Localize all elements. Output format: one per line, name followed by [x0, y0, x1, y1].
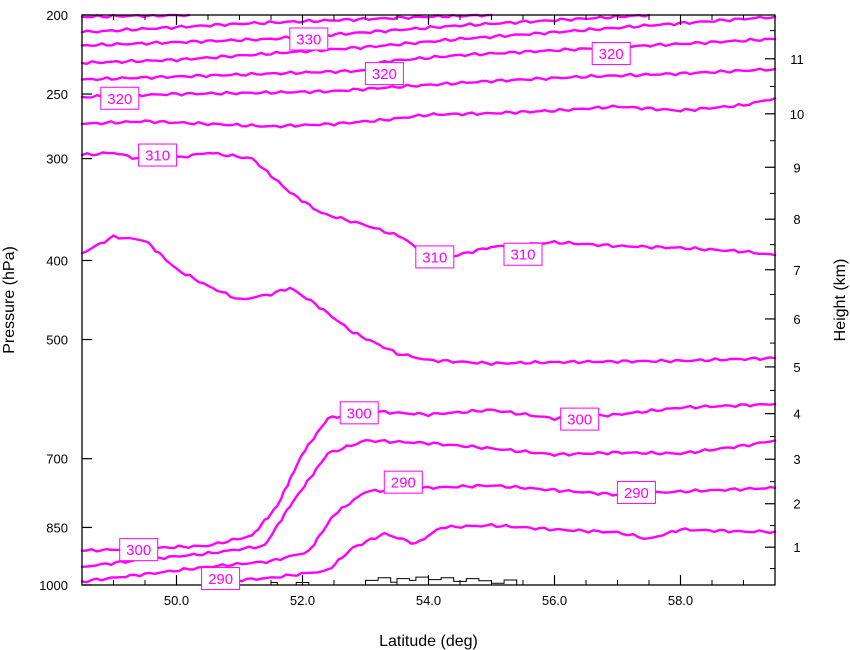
contour-line — [80, 15, 777, 65]
contour-label: 290 — [201, 567, 241, 591]
contour-label-box — [119, 538, 159, 562]
contour-label-text: 300 — [347, 405, 372, 422]
contour-line — [80, 67, 777, 99]
pressure-tick-label: 1000 — [39, 578, 68, 593]
contour-line — [80, 151, 777, 260]
contour-label: 300 — [560, 407, 600, 431]
contour-label: 310 — [503, 242, 543, 266]
contour-label-box — [289, 27, 329, 51]
contour-label-box — [415, 245, 455, 269]
x-tick-label: 52.0 — [290, 593, 315, 608]
contour-label-text: 330 — [296, 31, 321, 48]
pressure-tick-label: 850 — [46, 520, 68, 535]
axis-ticks: 50.0 52.0 54.0 56.0 58.0 1000 850 700 500 400 300 2… — [39, 8, 804, 608]
contour-labels: 330 320 320 320 310 310 310 300 300 290 290 300 290 — [100, 27, 656, 591]
contour-label: 300 — [119, 538, 159, 562]
height-tick-label: 11 — [790, 52, 804, 67]
height-tick-label: 9 — [793, 160, 800, 175]
height-tick-label: 8 — [793, 212, 800, 227]
pressure-tick-label: 700 — [46, 452, 68, 467]
contour-label: 320 — [591, 42, 631, 66]
contour-label-text: 320 — [599, 46, 624, 63]
contour-label-text: 320 — [107, 91, 132, 108]
contour-label-text: 290 — [391, 475, 416, 492]
contour-label-box — [616, 480, 656, 504]
contour-line — [80, 439, 777, 568]
contour-label: 310 — [138, 143, 178, 167]
contour-label-text: 290 — [208, 571, 233, 588]
contour-line — [206, 523, 777, 584]
contour-label: 320 — [364, 62, 404, 86]
contour-line — [80, 97, 777, 129]
contour-line — [80, 483, 777, 584]
contour-label-text: 310 — [145, 148, 170, 165]
height-tick-label: 2 — [793, 497, 800, 512]
contour-line — [80, 402, 777, 553]
y-axis-title-right: Height (km) — [832, 259, 849, 342]
contour-label-box — [503, 242, 543, 266]
y-axis-title-left: Pressure (hPa) — [1, 246, 18, 354]
contour-lines — [80, 13, 777, 584]
contour-label-text: 310 — [422, 249, 447, 266]
contour-label-box — [138, 143, 178, 167]
contour-label-box — [364, 62, 404, 86]
terrain-outline — [270, 576, 518, 586]
x-tick-label: 54.0 — [416, 593, 441, 608]
contour-label-text: 290 — [624, 485, 649, 502]
contour-label-text: 310 — [510, 247, 535, 264]
contour-label-text: 320 — [372, 66, 397, 83]
x-axis-title: Latitude (deg) — [379, 633, 478, 650]
contour-line — [80, 234, 777, 366]
contour-line — [80, 37, 777, 82]
height-tick-label: 7 — [793, 263, 800, 278]
pressure-tick-label: 250 — [46, 87, 68, 102]
height-tick-label: 3 — [793, 452, 800, 467]
x-tick-label: 50.0 — [164, 593, 189, 608]
height-tick-label: 1 — [793, 540, 800, 555]
pressure-tick-label: 500 — [46, 333, 68, 348]
contour-label-box — [383, 470, 423, 494]
contour-label: 330 — [289, 27, 329, 51]
contour-label: 290 — [383, 470, 423, 494]
contour-line — [80, 13, 651, 47]
x-tick-label: 56.0 — [542, 593, 567, 608]
contour-label: 300 — [339, 401, 379, 425]
contour-line — [80, 13, 493, 34]
x-tick-label: 58.0 — [668, 593, 693, 608]
pressure-tick-label: 400 — [46, 253, 68, 268]
height-tick-label: 6 — [793, 312, 800, 327]
contour-label-box — [201, 567, 241, 591]
height-tick-label: 5 — [793, 360, 800, 375]
contour-label-box — [100, 86, 140, 110]
contour-label-box — [591, 42, 631, 66]
plot-frame — [81, 14, 776, 586]
contour-label: 310 — [415, 245, 455, 269]
contour-label-box — [339, 401, 379, 425]
plot-area — [80, 13, 777, 586]
contour-label: 320 — [100, 86, 140, 110]
pressure-tick-label: 200 — [46, 8, 68, 23]
contour-label-box — [560, 407, 600, 431]
height-tick-label: 10 — [790, 107, 804, 122]
pressure-tick-label: 300 — [46, 152, 68, 167]
contour-label: 290 — [616, 480, 656, 504]
terrain-profile — [270, 576, 518, 586]
height-tick-label: 4 — [793, 407, 800, 422]
contour-label-text: 300 — [567, 412, 592, 429]
contour-label-text: 300 — [126, 542, 151, 559]
